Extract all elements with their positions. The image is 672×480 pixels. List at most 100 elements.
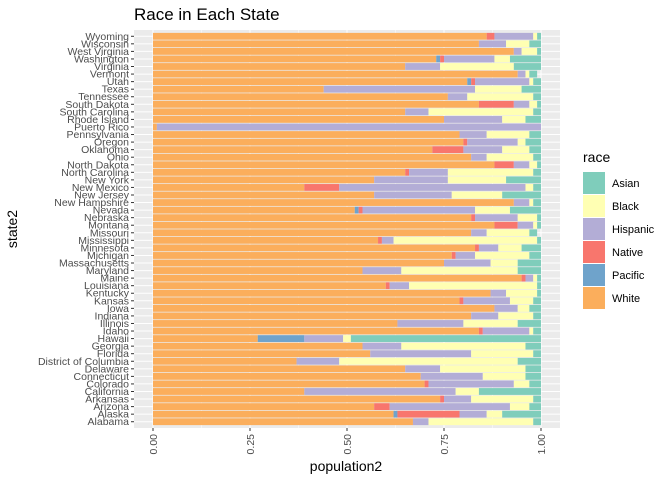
bar-segment-hispanic [296,357,340,365]
state-label: District of Columbia [38,356,129,368]
bar-segment-hispanic [405,108,429,116]
bar-segment-hispanic [444,116,503,123]
bar-segment-hispanic [513,161,530,169]
bar-segment-black [517,214,538,222]
bar-segment-asian [537,236,541,244]
bar-segment-white [153,297,460,305]
bar-segment-asian [533,312,541,320]
bar-segment-black [529,327,534,335]
bar-segment-pacific [354,206,359,214]
bar-segment-asian [525,365,541,373]
bar-segment-white [153,206,355,214]
bar-segment-asian [525,116,541,123]
state-label: North Dakota [67,159,129,171]
bar-segment-black [506,40,530,48]
bar-segment-black [440,365,526,373]
bar-segment-hispanic [156,123,541,131]
state-label: Montana [88,220,129,232]
bar-segment-white [153,236,379,244]
bar-segment-black [486,229,530,237]
bar-segment-black [502,146,530,154]
bar-segment-hispanic [409,168,448,176]
bar-segment-white [153,78,468,86]
bar-segment-asian [537,100,541,108]
state-label: Rhode Island [67,114,129,126]
bar-segment-asian [529,40,541,48]
bar-segment-hispanic [494,32,534,40]
state-label: New Jersey [74,189,130,201]
bar-segment-asian [525,342,541,350]
bar-segment-black [471,350,534,358]
legend-key-pacific [583,264,605,286]
bar-segment-white [153,32,487,40]
bar-segment-hispanic [490,289,507,297]
state-label: Oregon [94,137,129,149]
bar-segment-asian [525,372,541,380]
bar-segment-native [475,244,479,252]
legend-label-white: White [612,293,640,305]
state-label: Illinois [100,318,129,330]
bar-segment-black [517,304,530,312]
bar-segment-black [509,403,530,411]
bar-segment-hispanic [428,380,514,388]
bar-segment-hispanic [517,221,534,229]
legend-key-native [583,241,605,263]
state-label: South Dakota [65,99,129,111]
bar-segment-black [475,252,530,259]
bar-segment-asian [517,320,541,327]
bar-segment-hispanic [463,146,503,154]
state-label: Arizona [93,401,129,413]
state-label: Oklahoma [81,144,129,156]
bar-segment-asian [533,168,541,176]
bar-segment-asian [529,229,538,237]
bar-segment-white [153,403,375,411]
bar-segment-black [482,372,526,380]
bar-segment-hispanic [517,70,526,78]
bar-segment-asian [513,63,541,70]
state-label: Minnesota [81,242,130,254]
bar-segment-black [401,267,518,274]
state-label: Wyoming [85,31,129,43]
bar-segment-hispanic [471,312,499,320]
state-label: Colorado [86,378,129,390]
bar-segment-white [153,116,444,123]
state-label: Florida [97,348,129,360]
bar-segment-asian [350,335,541,342]
bar-segment-black [498,312,534,320]
bar-segment-asian [529,131,541,138]
bar-segment-white [153,55,437,63]
bar-segment-native [478,327,483,335]
state-label: Pennsylvania [67,129,130,141]
bar-segment-black [401,342,526,350]
bar-segment-native [432,146,464,154]
bar-segment-native [304,184,340,191]
bar-segment-asian [478,388,541,395]
bar-segment-asian [533,199,541,206]
bar-segment-hispanic [444,55,495,63]
bar-segment-native [397,410,460,418]
bar-segment-asian [529,380,541,388]
bar-segment-white [153,312,472,320]
legend-label-pacific: Pacific [612,270,645,282]
bar-segment-white [153,372,421,380]
bar-segment-black [447,176,507,184]
bar-segment-white [153,282,386,290]
bar-segment-hispanic [444,395,472,403]
bar-segment-black [447,168,534,176]
bar-segment-asian [533,153,541,161]
bar-segment-asian [502,191,541,199]
bar-segment-white [153,108,406,116]
legend-label-black: Black [612,201,639,213]
bar-segment-white [153,85,324,93]
state-label: Nevada [93,205,129,217]
bar-segment-black [533,32,538,40]
bar-segment-hispanic [304,388,456,395]
state-label: Georgia [92,341,130,353]
bar-segment-black [475,85,522,93]
bar-segment-white [153,395,441,403]
bar-segment-white [153,259,444,267]
bar-segment-black [502,116,526,123]
bar-segment-black [525,70,530,78]
bar-segment-white [153,327,479,335]
